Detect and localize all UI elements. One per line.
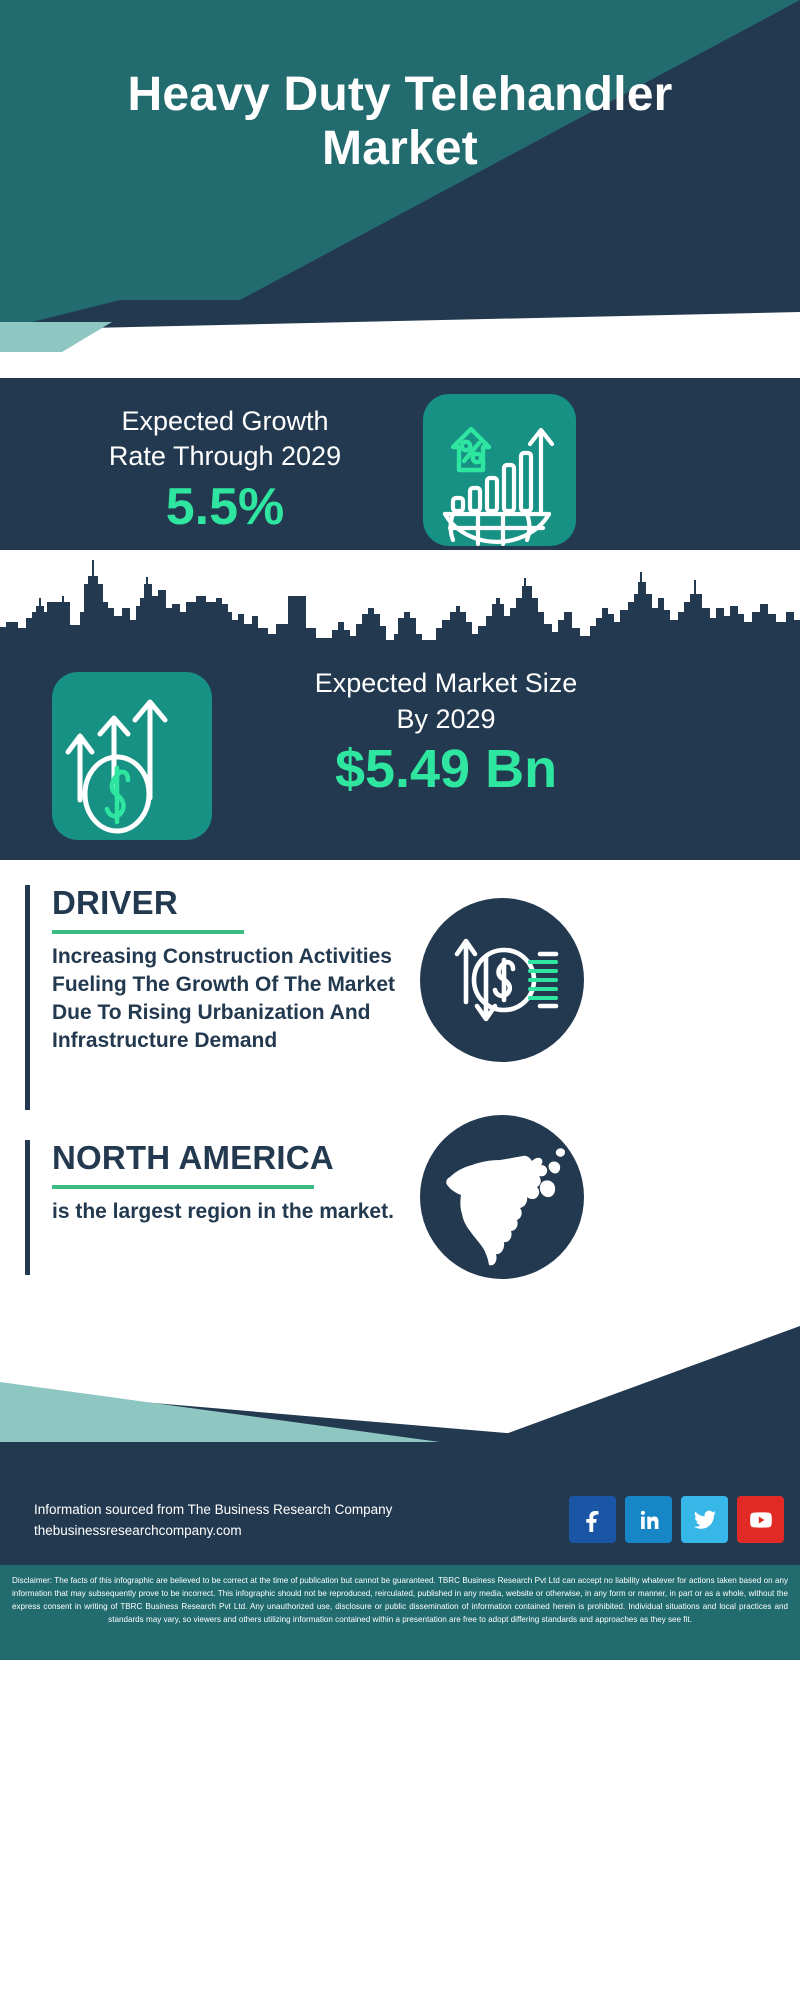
market-label: Expected Market Size By 2029 xyxy=(236,666,656,737)
driver-card: DRIVER Increasing Construction Activitie… xyxy=(25,884,402,1110)
footer-source-line1: Information sourced from The Business Re… xyxy=(34,1502,393,1517)
growth-rate-value: 5.5% xyxy=(165,478,285,537)
region-icon-circle xyxy=(420,1115,584,1279)
insights-section: DRIVER Increasing Construction Activitie… xyxy=(0,860,800,1320)
page-title-line1: Heavy Duty Telehandler xyxy=(127,68,673,121)
driver-card-body: Increasing Construction Activities Fueli… xyxy=(52,945,396,1053)
market-size-value: $5.49 Bn xyxy=(334,739,558,800)
social-links xyxy=(569,1496,784,1543)
growth-icon-tile xyxy=(423,394,576,547)
city-skyline-band xyxy=(0,550,800,660)
facebook-glyph xyxy=(585,1510,598,1532)
dollar-arrows-icon xyxy=(65,699,168,834)
growth-percentage-globe-icon xyxy=(442,426,555,547)
footer-bar: Information sourced from The Business Re… xyxy=(0,1480,800,1565)
market-label-line2: By 2029 xyxy=(396,703,496,734)
expected-market-size-section: Expected Market Size By 2029 $5.49 Bn xyxy=(0,660,800,860)
region-card-rule xyxy=(52,1185,314,1190)
header-divider-wedge xyxy=(0,300,800,390)
dollar-exchange-arrows-icon xyxy=(454,938,559,1022)
driver-icon-circle xyxy=(420,898,584,1062)
page-title-line2: Market xyxy=(322,121,478,175)
twitter-icon[interactable] xyxy=(681,1496,728,1543)
market-text-block: Expected Market Size By 2029 $5.49 Bn xyxy=(236,666,656,800)
north-america-map-icon xyxy=(446,1148,565,1266)
disclaimer-section: Disclaimer: The facts of this infographi… xyxy=(0,1565,800,1660)
growth-label-line2: Rate Through 2029 xyxy=(108,441,342,472)
header-banner: Heavy Duty Telehandler Market xyxy=(0,0,800,300)
driver-card-rule xyxy=(52,930,244,935)
footer-wedge-band xyxy=(0,1320,800,1480)
growth-label: Expected Growth Rate Through 2029 xyxy=(30,404,420,474)
region-card-body: is the largest region in the market. xyxy=(52,1200,394,1224)
footer-source-line2[interactable]: thebusinessresearchcompany.com xyxy=(34,1522,242,1538)
market-icon-tile xyxy=(52,672,212,840)
linkedin-icon[interactable] xyxy=(625,1496,672,1543)
facebook-icon[interactable] xyxy=(569,1496,616,1543)
growth-label-line1: Expected Growth xyxy=(121,406,329,436)
disclaimer-text: Disclaimer: The facts of this infographi… xyxy=(12,1576,788,1625)
footer-source-text: Information sourced from The Business Re… xyxy=(34,1500,392,1542)
market-label-line1: Expected Market Size xyxy=(314,668,578,698)
driver-card-title: DRIVER xyxy=(52,884,178,921)
region-card: NORTH AMERICA is the largest region in t… xyxy=(25,1139,412,1275)
growth-text-block: Expected Growth Rate Through 2029 5.5% xyxy=(30,404,420,538)
city-skyline-silhouette xyxy=(0,560,800,660)
expected-growth-section: Expected Growth Rate Through 2029 5.5% xyxy=(0,390,800,550)
twitter-glyph xyxy=(693,1510,716,1529)
youtube-glyph xyxy=(749,1511,772,1528)
linkedin-glyph xyxy=(640,1510,658,1529)
header-diagonal-shape xyxy=(0,0,800,300)
divider-wedge-shape xyxy=(0,300,800,390)
page-title: Heavy Duty Telehandler Market xyxy=(0,68,800,176)
youtube-icon[interactable] xyxy=(737,1496,784,1543)
region-card-title: NORTH AMERICA xyxy=(52,1139,334,1176)
footer-wedge-shape xyxy=(0,1320,800,1480)
